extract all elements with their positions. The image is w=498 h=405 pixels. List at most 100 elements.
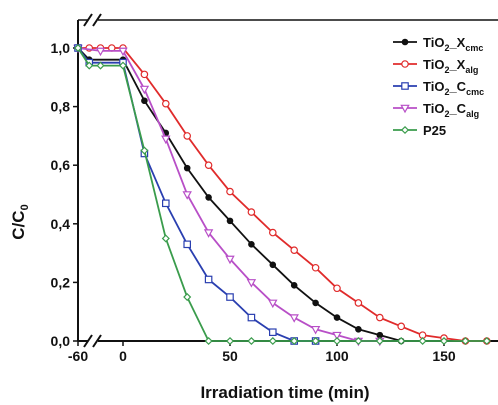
data-point-P25 xyxy=(225,336,235,346)
data-point-P25 xyxy=(461,336,470,346)
x-tick-label: 100 xyxy=(325,348,349,364)
data-point-TiO2_Xalg xyxy=(226,187,234,196)
y-tick-label: 0,2 xyxy=(51,274,71,290)
x-tick-label: 0 xyxy=(119,348,127,364)
series-TiO2_Ccmc xyxy=(74,44,320,345)
data-point-TiO2_Ccmc xyxy=(183,240,192,249)
x-tick-label: -60 xyxy=(68,348,88,364)
data-point-TiO2_Xcmc xyxy=(269,261,277,269)
data-point-TiO2_Xalg xyxy=(290,246,299,254)
data-point-TiO2_Xalg xyxy=(354,299,363,307)
y-axis-title: C/C0 xyxy=(9,204,31,239)
legend-marker xyxy=(401,82,409,90)
data-point-TiO2_Ccmc xyxy=(162,199,170,208)
legend-entry-P25: P25 xyxy=(393,123,446,138)
data-point-P25 xyxy=(439,336,449,346)
axis-break-mark-top-2 xyxy=(92,13,102,27)
data-point-P25 xyxy=(183,293,192,302)
data-point-TiO2_Calg xyxy=(225,255,235,265)
axis-break-mark-bottom-2 xyxy=(92,334,102,348)
legend-marker xyxy=(400,104,410,114)
axis-break-mark-top-1 xyxy=(83,13,93,27)
data-point-P25 xyxy=(118,61,128,70)
data-point-TiO2_Xcmc xyxy=(355,325,362,333)
data-point-TiO2_Calg xyxy=(332,331,342,341)
y-tick-label: 0,6 xyxy=(51,157,71,173)
data-point-P25 xyxy=(85,61,94,70)
data-point-TiO2_Xalg xyxy=(204,161,213,170)
data-point-TiO2_Xalg xyxy=(397,322,406,331)
data-point-P25 xyxy=(375,336,384,346)
legend-label: TiO2_Xcmc xyxy=(423,35,483,53)
axis-break-gap-bottom xyxy=(88,335,98,347)
data-point-TiO2_Calg xyxy=(161,135,171,145)
legend-entry-TiO2_Ccmc: TiO2_Ccmc xyxy=(393,79,484,97)
data-point-TiO2_Calg xyxy=(246,279,257,288)
data-point-P25 xyxy=(73,43,83,53)
series-line-TiO2_Xalg xyxy=(78,47,487,342)
legend-label: TiO2_Xalg xyxy=(423,57,478,75)
data-point-TiO2_Calg xyxy=(139,85,150,95)
legend-entry-TiO2_Xcmc: TiO2_Xcmc xyxy=(393,35,483,53)
data-point-P25 xyxy=(311,336,320,346)
legend-label: TiO2_Calg xyxy=(423,101,479,119)
data-point-TiO2_Ccmc xyxy=(269,328,277,337)
data-point-P25 xyxy=(397,336,406,346)
data-point-TiO2_Xalg xyxy=(333,284,341,293)
legend-entry-TiO2_Calg: TiO2_Calg xyxy=(393,101,479,119)
data-point-TiO2_Ccmc xyxy=(247,313,256,322)
legend-marker xyxy=(401,60,409,68)
y-axis-title-main: C/C xyxy=(9,210,28,239)
data-point-TiO2_Calg xyxy=(95,47,106,57)
data-point-TiO2_Xcmc xyxy=(141,97,148,105)
data-point-P25 xyxy=(140,146,149,155)
y-tick-label: 0,4 xyxy=(51,216,71,232)
data-point-TiO2_Ccmc xyxy=(226,293,234,301)
x-axis-title: Irradiation time (min) xyxy=(200,383,369,402)
y-tick-label: 0,8 xyxy=(51,99,71,115)
x-tick-label: 50 xyxy=(222,348,238,364)
data-point-TiO2_Xcmc xyxy=(333,314,341,321)
series-line-TiO2_Xcmc xyxy=(77,47,402,342)
legend-marker xyxy=(400,125,410,135)
data-point-TiO2_Calg xyxy=(203,229,214,238)
legend-entry-TiO2_Xalg: TiO2_Xalg xyxy=(393,57,478,75)
data-point-TiO2_Xcmc xyxy=(226,217,234,225)
data-point-TiO2_Xcmc xyxy=(290,282,298,289)
y-tick-label: 0,0 xyxy=(51,333,71,349)
data-point-TiO2_Calg xyxy=(268,299,278,309)
data-point-P25 xyxy=(332,336,342,346)
x-tick-label: 150 xyxy=(432,348,456,364)
data-point-P25 xyxy=(482,336,491,346)
axis-break-mark-bottom-1 xyxy=(83,334,93,348)
data-point-TiO2_Calg xyxy=(310,325,321,335)
data-point-TiO2_Xalg xyxy=(311,263,320,272)
data-point-TiO2_Xalg xyxy=(162,99,170,108)
data-point-TiO2_Xalg xyxy=(247,208,256,216)
data-point-TiO2_Xalg xyxy=(183,132,192,140)
data-point-TiO2_Xcmc xyxy=(312,299,319,307)
series-TiO2_Calg xyxy=(73,44,385,347)
data-point-P25 xyxy=(290,336,299,346)
data-point-TiO2_Xcmc xyxy=(205,194,212,201)
data-point-TiO2_Xcmc xyxy=(248,241,255,248)
axis-break-gap-top xyxy=(88,14,98,26)
axes: 0,0 0,2 0,4 0,6 0,8 1,0 -60 0 50 100 150 xyxy=(51,13,498,364)
data-point-TiO2_Xalg xyxy=(268,228,277,237)
y-tick-label: 1,0 xyxy=(51,40,71,56)
data-point-P25 xyxy=(268,336,277,346)
data-point-TiO2_Ccmc xyxy=(204,275,213,284)
data-point-P25 xyxy=(418,336,427,346)
legend: TiO2_Xcmc TiO2_Xalg TiO2_Ccmc TiO2_Calg P25 xyxy=(393,35,484,138)
data-point-TiO2_Xcmc xyxy=(183,164,191,172)
data-point-P25 xyxy=(247,336,256,346)
data-point-P25 xyxy=(161,234,170,243)
legend-label: TiO2_Ccmc xyxy=(423,79,484,97)
data-point-TiO2_Calg xyxy=(289,314,299,323)
series-layer xyxy=(73,43,491,347)
data-point-TiO2_Calg xyxy=(182,191,192,200)
y-axis-title-sub: 0 xyxy=(19,204,31,210)
series-line-TiO2_Ccmc xyxy=(77,47,316,342)
data-point-TiO2_Calg xyxy=(118,47,128,57)
